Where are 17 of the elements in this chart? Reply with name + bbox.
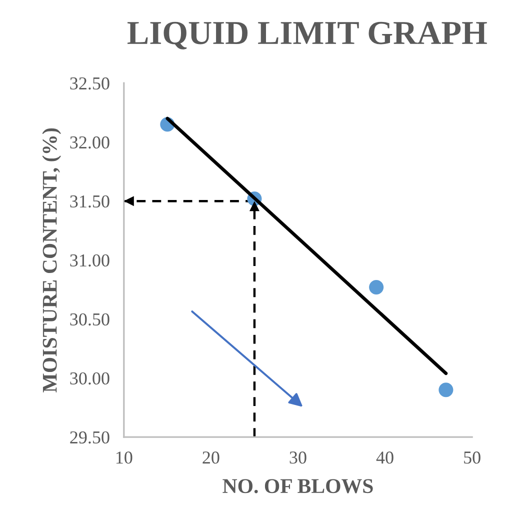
y-tick-label: 32.00 (70, 136, 110, 149)
x-tick-label: 30 (290, 451, 306, 464)
y-axis-title: MOISTURE CONTENT, (%) (42, 128, 62, 392)
x-tick-label: 50 (464, 451, 480, 464)
point (438, 382, 454, 398)
y-tick-label: 31.00 (70, 254, 110, 267)
chart-title: LIQUID LIMIT GRAPH (127, 22, 487, 50)
y-tick-label: 30.00 (70, 372, 110, 385)
x-tick-label: 10 (116, 451, 132, 464)
y-tick-label: 30.50 (70, 313, 110, 326)
x-tick-label: 40 (376, 451, 394, 464)
y-tick-label: 32.50 (70, 77, 110, 90)
x-axis-title: NO. OF BLOWS (222, 479, 373, 494)
y-tick-label: 29.50 (70, 431, 110, 444)
x-tick-label: 20 (202, 451, 220, 464)
point (369, 280, 384, 295)
y-tick-label: 31.50 (70, 195, 110, 208)
